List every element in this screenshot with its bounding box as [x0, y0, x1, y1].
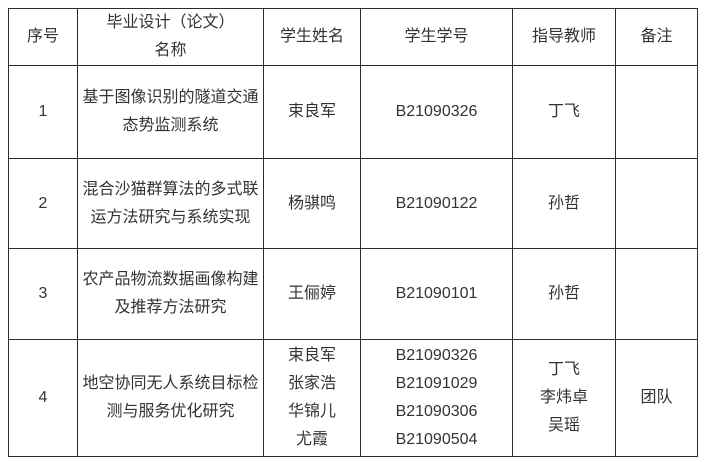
- header-remark: 备注: [615, 8, 698, 66]
- header-student-name: 学生姓名: [263, 8, 361, 66]
- table-header-row: 序号 毕业设计（论文） 名称 学生姓名 学生学号 指导教师 备注: [8, 8, 698, 66]
- graduation-thesis-table: 序号 毕业设计（论文） 名称 学生姓名 学生学号 指导教师 备注 1 基于图像识…: [8, 8, 698, 457]
- cell-serial-number: 4: [8, 339, 78, 457]
- cell-serial-number: 3: [8, 248, 78, 340]
- cell-student-name: 王俪婷: [263, 248, 361, 340]
- cell-student-id: B21090101: [360, 248, 513, 340]
- cell-remark: 团队: [615, 339, 698, 457]
- cell-student-id: B21090326 B21091029 B21090306 B21090504: [360, 339, 513, 457]
- cell-student-name: 杨骐鸣: [263, 158, 361, 249]
- cell-serial-number: 1: [8, 65, 78, 159]
- cell-remark: [615, 158, 698, 249]
- table-row: 2 混合沙猫群算法的多式联运方法研究与系统实现 杨骐鸣 B21090122 孙哲: [8, 158, 698, 249]
- cell-thesis-title: 混合沙猫群算法的多式联运方法研究与系统实现: [77, 158, 264, 249]
- cell-student-name: 束良军: [263, 65, 361, 159]
- cell-thesis-title: 地空协同无人系统目标检测与服务优化研究: [77, 339, 264, 457]
- table-row: 3 农产品物流数据画像构建及推荐方法研究 王俪婷 B21090101 孙哲: [8, 248, 698, 340]
- cell-thesis-title: 农产品物流数据画像构建及推荐方法研究: [77, 248, 264, 340]
- cell-student-id: B21090326: [360, 65, 513, 159]
- header-thesis-title: 毕业设计（论文） 名称: [77, 8, 264, 66]
- cell-serial-number: 2: [8, 158, 78, 249]
- cell-teacher: 孙哲: [512, 248, 616, 340]
- cell-teacher: 丁飞 李炜卓 吴瑶: [512, 339, 616, 457]
- cell-remark: [615, 65, 698, 159]
- cell-teacher: 丁飞: [512, 65, 616, 159]
- header-teacher: 指导教师: [512, 8, 616, 66]
- header-student-id: 学生学号: [360, 8, 513, 66]
- cell-student-name: 束良军 张家浩 华锦儿 尤霞: [263, 339, 361, 457]
- table-row: 1 基于图像识别的隧道交通态势监测系统 束良军 B21090326 丁飞: [8, 65, 698, 159]
- cell-student-id: B21090122: [360, 158, 513, 249]
- cell-teacher: 孙哲: [512, 158, 616, 249]
- cell-thesis-title: 基于图像识别的隧道交通态势监测系统: [77, 65, 264, 159]
- header-serial-number: 序号: [8, 8, 78, 66]
- cell-remark: [615, 248, 698, 340]
- table-row: 4 地空协同无人系统目标检测与服务优化研究 束良军 张家浩 华锦儿 尤霞 B21…: [8, 339, 698, 457]
